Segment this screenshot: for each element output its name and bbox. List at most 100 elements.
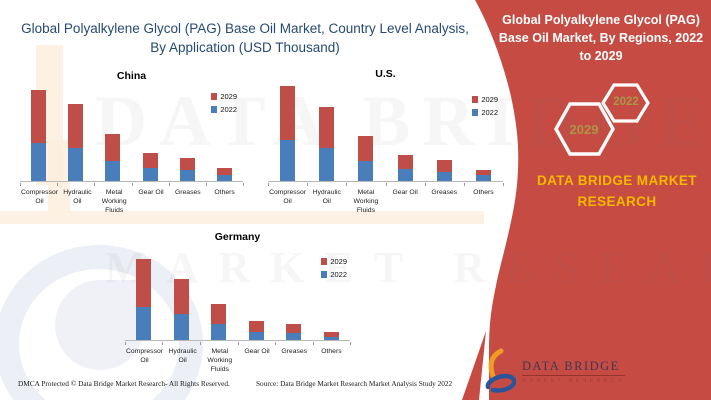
stacked-bar [436,160,452,181]
axis-tick [274,341,276,345]
side-band-title: Global Polyalkylene Glycol (PAG) Base Oi… [498,13,704,64]
bar-segment-2029 [323,332,339,337]
legend-swatch-2029 [320,258,328,265]
legend-label-2029: 2029 [481,95,498,104]
legend-swatch-2022 [210,106,218,113]
bar-slot [238,255,276,340]
legend-item-2029: 2029 [210,92,237,101]
bar-segment-2022 [31,143,47,181]
axis-tick [503,182,504,186]
logo-subtitle: MARKET RESEARCH [522,377,625,384]
x-axis-labels-us: Compressor Oil Hydraulic Oil Metal Working… [268,188,503,216]
hexagon-2029-shape [554,102,615,156]
legend-us: 2029 2022 [471,95,498,117]
bar-segment-2022 [68,148,84,181]
stacked-bar [31,90,47,181]
legend-label-2022: 2022 [330,270,347,279]
legend-germany: 2029 2022 [320,257,347,279]
chart-title-china: China [116,70,147,82]
chart-germany: Germany 2029 2022 Compressor Oil Hydraulic… [125,229,351,375]
x-axis-labels-china: Compressor Oil Hydraulic Oil Metal Working… [20,188,243,216]
legend-item-2022: 2022 [471,108,498,117]
bar-slot [425,85,464,181]
bar-segment-2022 [397,169,413,181]
category-label: Others [473,189,494,196]
dmca-notice: DMCA Protected © Data Bridge Market Rese… [18,379,230,388]
axis-tick [307,182,309,186]
bar-segment-2029 [286,324,302,333]
bar-segment-2029 [179,158,195,170]
bar-slot [57,85,94,181]
bar-segment-2022 [136,307,152,340]
bar-segment-2029 [105,134,121,161]
ghost-logo-band-vertical-2 [48,140,70,212]
bar-segment-2022 [179,170,195,181]
axis-tick [20,182,21,186]
category-label: Gear Oil [244,348,270,355]
company-logo: DATA BRIDGE MARKET RESEARCH [484,348,625,394]
bar-slot [346,85,385,181]
stacked-bar [216,168,232,181]
chart-us: U.S. 2029 2022 Compressor Oil Hydraulic Oi… [268,68,504,216]
stacked-bar [248,321,264,340]
bar-slot [206,85,243,181]
bar-segment-2022 [280,140,296,181]
bar-segment-2022 [105,161,121,181]
stacked-bar [136,259,152,340]
chart-china: China 2029 2022 Compressor Oil Hydraulic O… [20,70,244,216]
bar-slot [169,85,206,181]
category-label: Greases [174,189,201,196]
plot-area-us [268,85,504,186]
axis-tick [268,182,269,186]
category-label: Compressor Oil [269,189,307,206]
bar-slot [307,85,346,181]
bar-segment-2029 [216,168,232,175]
axis-tick [346,182,348,186]
legend-label-2022: 2022 [481,108,498,117]
bar-segment-2022 [475,175,491,181]
category-label: Metal Working Fluids [101,189,127,215]
bar-segment-2022 [358,161,374,181]
logo-title: DATA BRIDGE [522,359,625,376]
bar-slot [132,85,169,181]
category-label: Compressor Oil [21,189,59,206]
bar-slot [464,85,503,181]
axis-tick [205,182,207,186]
source-note: Source: Data Bridge Market Research Mark… [256,379,453,388]
axis-tick [94,182,96,186]
stacked-bar [105,134,121,181]
category-label: Hydraulic Oil [168,348,197,365]
page-title: Global Polyalkylene Glycol (PAG) Base Oi… [21,21,469,55]
category-label: Hydraulic Oil [63,189,92,206]
bar-segment-2022 [248,332,264,340]
bar-segment-2029 [211,304,227,324]
red-band-tail-wedge [462,331,486,400]
stacked-bar [319,107,335,181]
bar-segment-2029 [136,259,152,307]
bar-segment-2029 [436,160,452,172]
stacked-bar [397,155,413,181]
bar-segment-2022 [286,333,302,340]
stacked-bar [211,304,227,340]
red-band-shape [475,0,711,400]
category-label: Greases [431,189,458,196]
axis-tick [131,182,133,186]
bar-slot [125,255,163,340]
chart-title-germany: Germany [214,231,261,243]
ghost-logo-band-horizontal [0,211,484,224]
stacked-bar [323,332,339,340]
legend-label-2029: 2029 [220,92,237,101]
axis-tick [385,182,387,186]
legend-swatch-2022 [320,271,328,278]
category-label: Gear Oil [138,189,164,196]
axis-tick [199,341,201,345]
bar-slot [268,85,307,181]
stacked-bar [280,86,296,181]
ghost-logo-swirl-inner [55,280,145,370]
axis-tick [237,341,239,345]
category-label: Hydraulic Oil [312,189,341,206]
bar-segment-2029 [358,136,374,161]
axis-tick [312,341,314,345]
stacked-bar [358,136,374,181]
